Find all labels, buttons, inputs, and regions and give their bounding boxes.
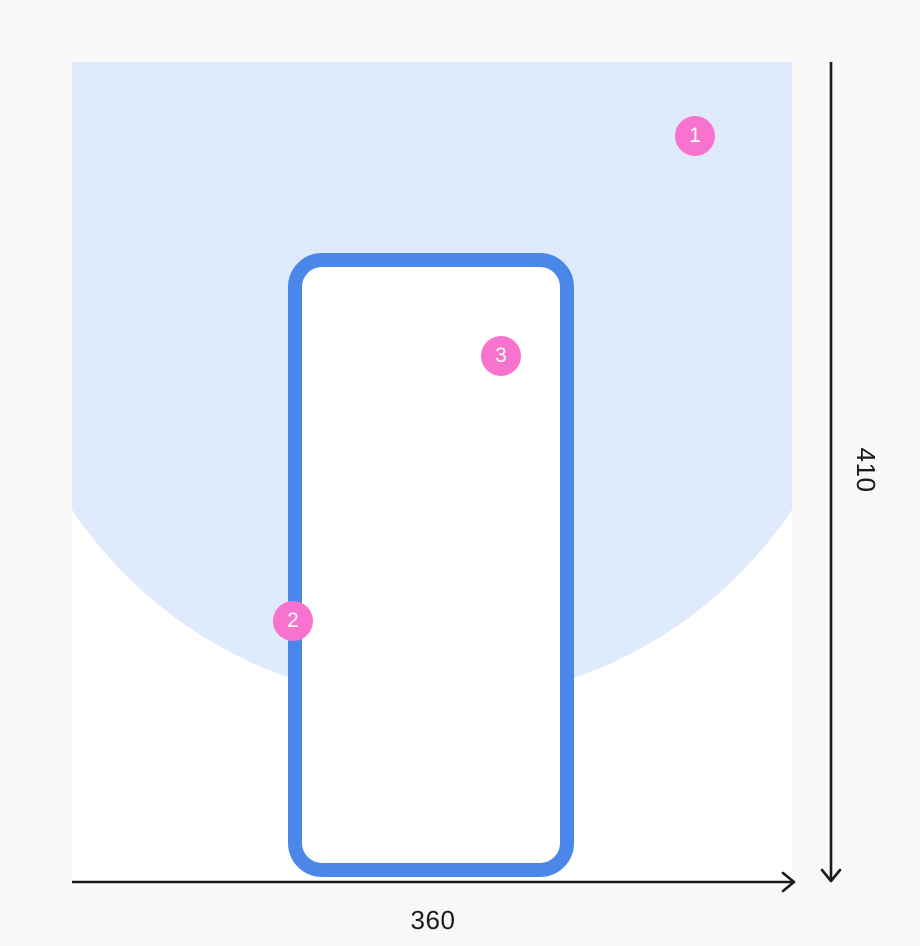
width-dimension-label: 360 [410, 905, 456, 935]
marker-2-label: 2 [287, 609, 299, 632]
height-dimension-arrow [820, 62, 842, 883]
marker-3-label: 3 [495, 344, 507, 367]
height-dimension-label: 410 [851, 447, 881, 493]
marker-1: 1 [675, 116, 715, 156]
marker-1-label: 1 [689, 124, 701, 147]
element-outline-box [288, 253, 574, 877]
marker-2: 2 [273, 601, 313, 641]
arrow-right-icon [781, 871, 796, 893]
arrow-down-icon [820, 868, 842, 883]
marker-3: 3 [481, 336, 521, 376]
width-dimension-arrow [72, 871, 796, 893]
viewport-area: 1 2 3 [72, 62, 792, 882]
